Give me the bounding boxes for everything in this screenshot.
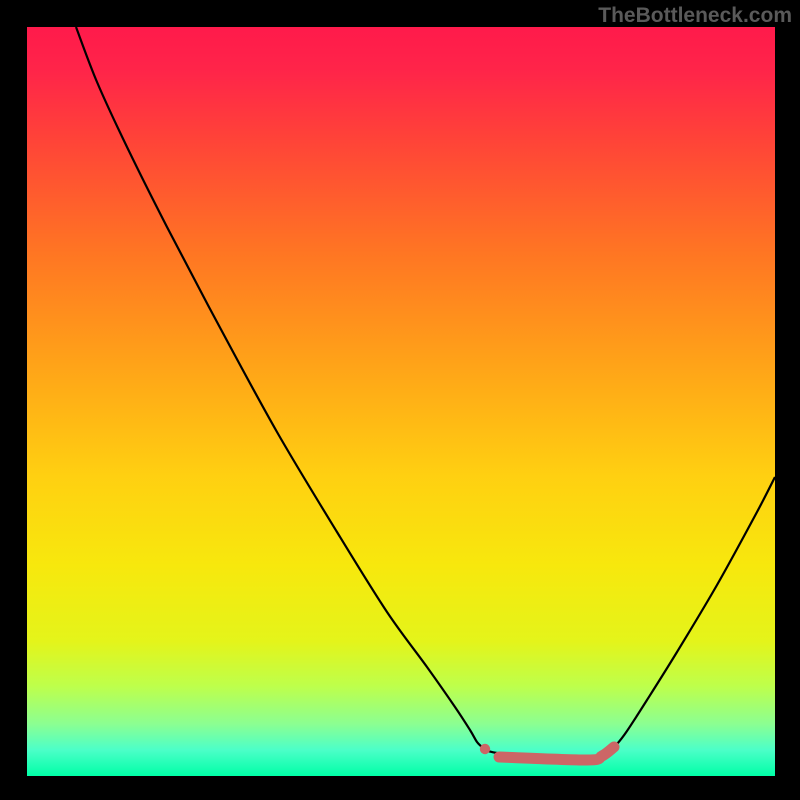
plot-area [27, 27, 775, 776]
curve-layer [27, 27, 775, 776]
chart-container: TheBottleneck.com [0, 0, 800, 800]
plateau-highlight [499, 747, 614, 760]
bottleneck-curve [76, 27, 775, 759]
marker-dot [480, 744, 490, 754]
watermark-text: TheBottleneck.com [598, 4, 792, 28]
